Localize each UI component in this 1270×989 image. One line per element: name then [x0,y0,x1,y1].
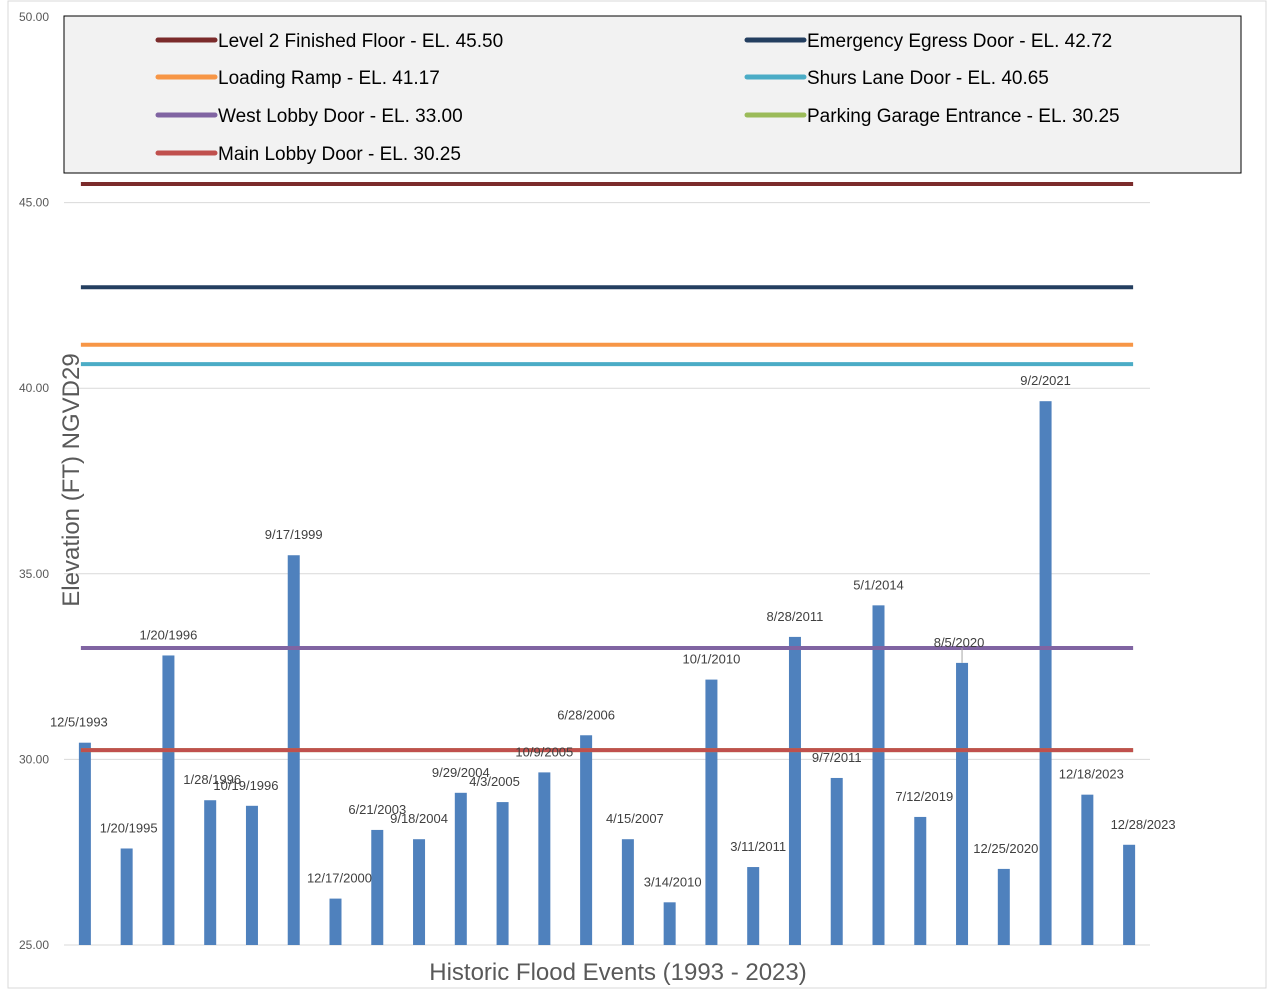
bar [580,735,593,945]
bar-date-label: 12/28/2023 [1111,817,1176,832]
y-axis-ticks: 25.00 30.00 35.00 40.00 45.00 50.00 [19,10,49,952]
bars [78,401,1136,945]
bar-date-label: 12/17/2000 [307,871,372,886]
bar-date-label: 12/18/2023 [1059,767,1124,782]
legend-label: Level 2 Finished Floor - EL. 45.50 [218,31,503,52]
bar [78,742,91,945]
bar-date-label: 6/28/2006 [557,707,615,722]
legend-label: West Lobby Door - EL. 33.00 [218,106,463,127]
bar [162,655,175,945]
bar-date-label: 9/29/2004 [432,765,490,780]
bar-date-label: 10/9/2005 [515,744,573,759]
bar-date-label: 9/17/1999 [265,527,323,542]
bar [538,772,551,945]
bar-date-label: 12/5/1993 [50,715,108,730]
bar [663,902,676,945]
y-tick-label: 45.00 [19,196,49,210]
legend: Level 2 Finished Floor - EL. 45.50 Emerge… [63,15,1242,174]
legend-label: Parking Garage Entrance - EL. 30.25 [807,106,1120,127]
y-tick-label: 50.00 [19,10,49,24]
bar-date-label: 1/20/1996 [140,627,198,642]
bar [705,679,718,945]
bar [830,777,843,945]
bar-date-label: 12/25/2020 [973,841,1038,856]
bar-date-label: 4/3/2005 [469,774,520,789]
bar-date-label: 8/5/2020 [934,635,985,650]
bar [872,605,885,945]
bar [204,800,217,945]
bar-data-labels: 12/5/19931/20/19951/20/19961/28/199610/1… [50,373,1176,889]
bar [496,802,509,945]
bar [788,636,801,945]
bar-date-label: 9/18/2004 [390,811,448,826]
bar-date-label: 9/2/2021 [1020,373,1071,388]
bar [1123,844,1136,945]
bar-date-label: 4/15/2007 [606,811,664,826]
legend-box [63,15,1242,174]
bar-date-label: 1/20/1995 [100,820,158,835]
bar [956,662,969,945]
bar-date-label: 1/28/1996 [183,772,241,787]
bar [454,792,467,945]
y-tick-label: 40.00 [19,381,49,395]
y-tick-label: 35.00 [19,567,49,581]
threshold-lines [80,182,1134,753]
bar-date-label: 10/19/1996 [213,778,278,793]
y-tick-label: 30.00 [19,752,49,766]
bar [413,839,426,945]
bar [1039,401,1052,945]
legend-label: Emergency Egress Door - EL. 42.72 [807,31,1112,52]
bar [1081,794,1094,945]
bar-date-label: 8/28/2011 [767,609,824,624]
x-axis-title: Historic Flood Events (1993 - 2023) [429,959,807,986]
bar-date-label: 5/1/2014 [853,577,904,592]
bar [329,898,342,945]
bar [747,867,760,945]
bar-date-label: 9/7/2011 [812,750,862,765]
bar-date-label: 3/11/2011 [730,839,786,854]
y-tick-label: 25.00 [19,938,49,952]
bar [621,839,634,945]
legend-label: Shurs Lane Door - EL. 40.65 [807,68,1049,89]
bar-date-label: 6/21/2003 [348,802,406,817]
bar [371,829,384,945]
y-axis-title: Elevation (FT) NGVD29 [58,353,85,606]
bar [245,805,258,945]
bar-date-label: 3/14/2010 [644,874,702,889]
bar-date-label: 10/1/2010 [683,652,741,667]
bar [997,868,1010,945]
bar-date-label: 7/12/2019 [895,789,953,804]
bar [914,816,927,945]
bar [120,848,133,945]
legend-label: Loading Ramp - EL. 41.17 [218,68,440,89]
legend-label: Main Lobby Door - EL. 30.25 [218,144,461,165]
